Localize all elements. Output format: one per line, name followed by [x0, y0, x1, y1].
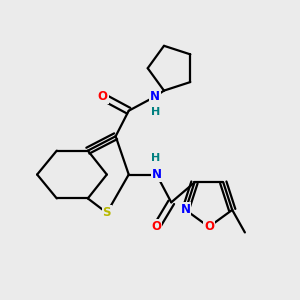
Text: N: N	[181, 203, 190, 216]
Text: O: O	[152, 220, 161, 233]
Text: H: H	[151, 153, 160, 163]
Text: N: N	[150, 90, 160, 103]
Text: N: N	[152, 168, 161, 181]
Text: O: O	[98, 90, 108, 103]
Text: O: O	[204, 220, 214, 233]
Text: S: S	[103, 206, 111, 219]
Text: H: H	[151, 107, 160, 117]
